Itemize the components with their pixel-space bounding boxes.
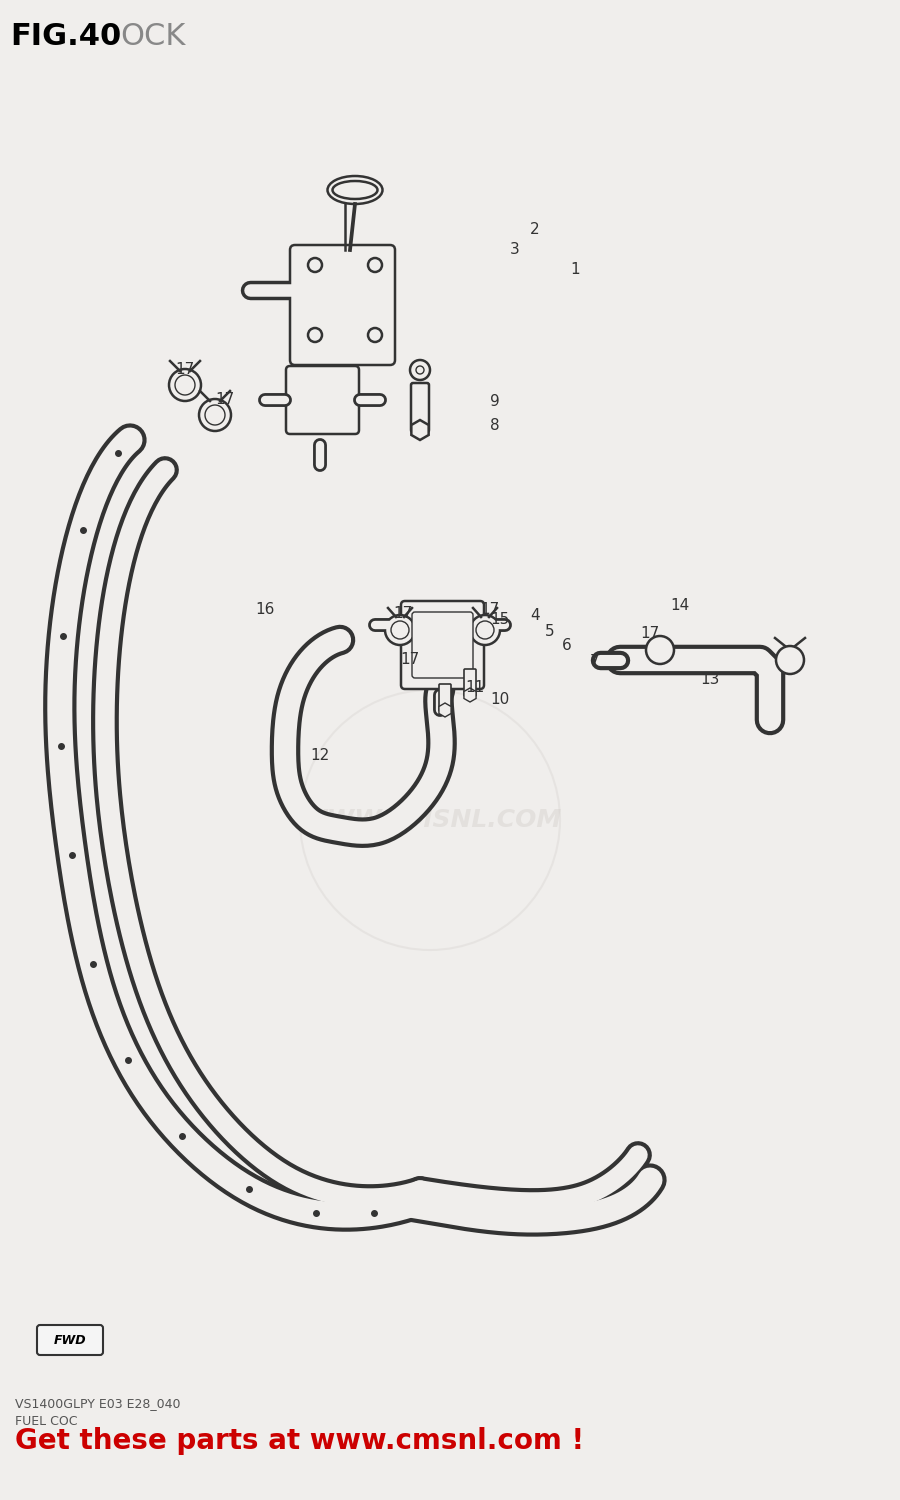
- Text: 4: 4: [530, 608, 540, 622]
- Text: 17: 17: [393, 606, 412, 621]
- FancyBboxPatch shape: [411, 382, 429, 432]
- Text: 2: 2: [530, 222, 540, 237]
- Text: 14: 14: [670, 597, 689, 612]
- Circle shape: [205, 405, 225, 424]
- Circle shape: [476, 621, 494, 639]
- Text: 3: 3: [510, 243, 520, 258]
- Text: 17: 17: [480, 603, 500, 618]
- Text: 6: 6: [562, 639, 572, 654]
- Text: 11: 11: [465, 681, 484, 696]
- Text: 15: 15: [490, 612, 509, 627]
- Text: 10: 10: [490, 693, 509, 708]
- Text: 17: 17: [215, 393, 234, 408]
- Circle shape: [410, 360, 430, 380]
- Circle shape: [776, 646, 804, 674]
- Text: FWD: FWD: [54, 1334, 86, 1347]
- FancyBboxPatch shape: [439, 684, 451, 711]
- Text: Get these parts at www.cmsnl.com !: Get these parts at www.cmsnl.com !: [15, 1426, 584, 1455]
- Text: 17: 17: [175, 363, 194, 378]
- Circle shape: [646, 636, 674, 664]
- Circle shape: [368, 328, 382, 342]
- Circle shape: [391, 621, 409, 639]
- Circle shape: [385, 615, 415, 645]
- Text: 5: 5: [545, 624, 554, 639]
- Circle shape: [470, 615, 500, 645]
- Circle shape: [308, 328, 322, 342]
- Ellipse shape: [332, 182, 377, 200]
- Circle shape: [368, 258, 382, 272]
- Text: 9: 9: [490, 394, 500, 410]
- Text: 7: 7: [590, 654, 599, 669]
- Text: VS1400GLPY E03 E28_040: VS1400GLPY E03 E28_040: [15, 1396, 181, 1410]
- FancyBboxPatch shape: [412, 612, 473, 678]
- Text: 12: 12: [310, 747, 329, 762]
- Circle shape: [175, 375, 195, 394]
- Circle shape: [308, 258, 322, 272]
- Circle shape: [169, 369, 201, 400]
- Text: 1: 1: [570, 262, 580, 278]
- Circle shape: [199, 399, 231, 430]
- Text: 17: 17: [640, 626, 659, 640]
- Text: FIG.40: FIG.40: [10, 22, 122, 51]
- FancyBboxPatch shape: [286, 366, 359, 434]
- Text: FUEL COC: FUEL COC: [15, 1414, 77, 1428]
- Text: 17: 17: [400, 652, 419, 668]
- Text: OCK: OCK: [120, 22, 185, 51]
- FancyBboxPatch shape: [290, 244, 395, 364]
- Text: WWW.CMSNL.COM: WWW.CMSNL.COM: [299, 808, 561, 832]
- FancyBboxPatch shape: [401, 602, 484, 688]
- Text: 13: 13: [700, 672, 719, 687]
- Ellipse shape: [328, 176, 382, 204]
- FancyBboxPatch shape: [464, 669, 476, 696]
- Text: 16: 16: [255, 603, 274, 618]
- Circle shape: [416, 366, 424, 374]
- FancyBboxPatch shape: [37, 1324, 103, 1354]
- Text: 8: 8: [490, 417, 500, 432]
